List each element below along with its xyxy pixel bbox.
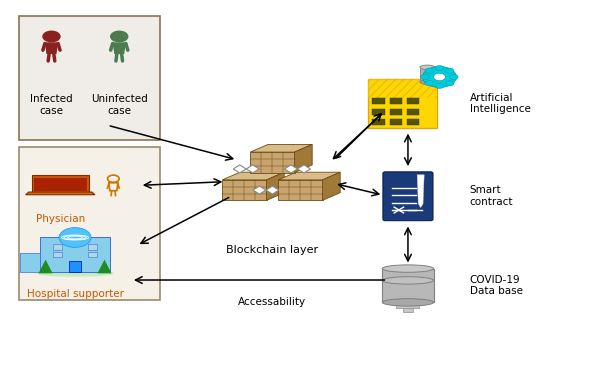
Text: Artificial
Intelligence: Artificial Intelligence bbox=[470, 92, 530, 114]
Bar bbox=[53, 252, 62, 257]
FancyBboxPatch shape bbox=[31, 174, 89, 192]
Bar bbox=[390, 98, 402, 104]
Text: Hospital supporter: Hospital supporter bbox=[27, 289, 124, 299]
Polygon shape bbox=[253, 186, 266, 194]
FancyBboxPatch shape bbox=[368, 79, 436, 128]
Circle shape bbox=[433, 73, 445, 81]
Ellipse shape bbox=[420, 80, 435, 84]
FancyBboxPatch shape bbox=[19, 16, 160, 140]
Text: COVID-19
Data base: COVID-19 Data base bbox=[470, 275, 523, 296]
Text: Blockchain layer: Blockchain layer bbox=[226, 246, 318, 255]
Bar bbox=[382, 269, 433, 302]
Circle shape bbox=[445, 68, 454, 73]
Polygon shape bbox=[250, 152, 295, 172]
Ellipse shape bbox=[382, 277, 433, 284]
Polygon shape bbox=[295, 145, 312, 172]
Circle shape bbox=[111, 31, 128, 42]
Bar bbox=[88, 244, 97, 250]
Circle shape bbox=[421, 75, 429, 80]
Circle shape bbox=[425, 68, 433, 73]
Polygon shape bbox=[45, 42, 58, 54]
Text: Uninfected
case: Uninfected case bbox=[91, 94, 147, 116]
FancyBboxPatch shape bbox=[19, 147, 160, 300]
FancyBboxPatch shape bbox=[34, 178, 86, 191]
Bar bbox=[69, 261, 81, 272]
Text: Accessability: Accessability bbox=[239, 297, 307, 307]
Polygon shape bbox=[25, 192, 95, 195]
Circle shape bbox=[425, 81, 433, 86]
Polygon shape bbox=[246, 165, 259, 173]
Circle shape bbox=[435, 65, 444, 71]
Bar bbox=[407, 98, 419, 104]
Bar bbox=[390, 109, 402, 115]
Bar bbox=[407, 119, 419, 125]
Polygon shape bbox=[297, 165, 310, 173]
Polygon shape bbox=[278, 172, 340, 180]
Polygon shape bbox=[323, 172, 340, 200]
Polygon shape bbox=[112, 42, 126, 54]
Text: Physician: Physician bbox=[36, 214, 85, 225]
Polygon shape bbox=[278, 180, 323, 200]
Polygon shape bbox=[38, 259, 53, 273]
Bar bbox=[390, 119, 402, 125]
Ellipse shape bbox=[420, 65, 435, 69]
Polygon shape bbox=[223, 180, 266, 200]
Circle shape bbox=[59, 228, 91, 247]
Ellipse shape bbox=[37, 270, 114, 277]
FancyBboxPatch shape bbox=[383, 172, 433, 221]
Circle shape bbox=[43, 31, 60, 42]
FancyBboxPatch shape bbox=[20, 253, 40, 272]
Polygon shape bbox=[417, 175, 424, 208]
Bar bbox=[407, 109, 419, 115]
Polygon shape bbox=[223, 172, 284, 180]
Bar bbox=[372, 119, 385, 125]
Polygon shape bbox=[266, 172, 284, 200]
Bar bbox=[88, 252, 97, 257]
Circle shape bbox=[435, 83, 444, 88]
Text: Smart
contract: Smart contract bbox=[470, 185, 513, 207]
Bar bbox=[397, 302, 420, 309]
Bar bbox=[372, 109, 385, 115]
Bar bbox=[372, 98, 385, 104]
Polygon shape bbox=[98, 259, 111, 273]
FancyBboxPatch shape bbox=[368, 79, 436, 98]
Bar bbox=[403, 309, 413, 312]
Circle shape bbox=[450, 75, 458, 80]
Polygon shape bbox=[233, 165, 246, 173]
Circle shape bbox=[445, 81, 454, 86]
Text: Infected
case: Infected case bbox=[30, 94, 73, 116]
Bar bbox=[420, 67, 435, 82]
Polygon shape bbox=[266, 186, 279, 194]
Polygon shape bbox=[250, 145, 312, 152]
Circle shape bbox=[423, 66, 456, 87]
FancyBboxPatch shape bbox=[40, 237, 110, 272]
Bar bbox=[53, 244, 62, 250]
Ellipse shape bbox=[382, 265, 433, 272]
Ellipse shape bbox=[382, 299, 433, 306]
Polygon shape bbox=[285, 165, 297, 173]
